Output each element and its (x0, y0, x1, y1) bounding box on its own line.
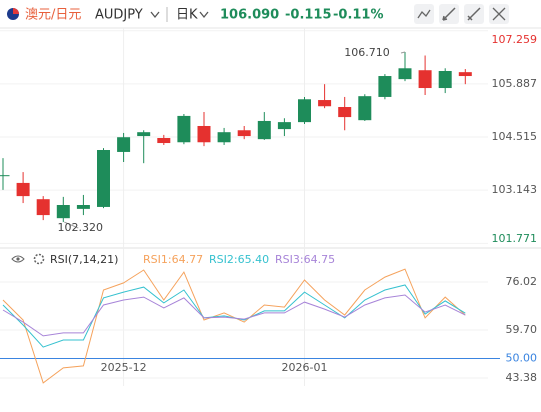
y-tick-label: 104.515 (492, 130, 538, 143)
candle-body (318, 100, 332, 107)
candle-body (157, 138, 171, 144)
y-tick-label: 101.771 (492, 232, 538, 245)
candle-body (458, 72, 472, 77)
candle-body (197, 125, 211, 143)
candle-body (257, 120, 271, 140)
y-tick-label: 43.38 (506, 371, 538, 384)
x-tick-label: 2026-01 (282, 361, 328, 374)
eye-icon[interactable] (11, 255, 25, 263)
candle-body (358, 96, 372, 121)
legend-entry: RSI3:64.75 (275, 253, 335, 266)
candle-body (298, 99, 311, 123)
symbol-dropdown[interactable] (150, 11, 160, 19)
y-tick-label: 59.70 (506, 323, 538, 336)
candle-body (0, 175, 10, 177)
annotation-leader (400, 51, 406, 54)
gear-icon[interactable] (33, 253, 45, 265)
tool-icon (467, 7, 481, 21)
period-dropdown[interactable] (199, 11, 209, 19)
tool-icon (442, 7, 456, 21)
flag-icon-part (13, 8, 19, 14)
annotation-leader (64, 221, 79, 229)
tool-icon (417, 9, 431, 19)
candle-body (36, 199, 50, 216)
rsi-line (2, 284, 466, 348)
rsi-header: RSI(7,14,21) (11, 253, 118, 266)
candle-body (398, 68, 412, 80)
period[interactable]: 日K (176, 8, 198, 23)
symbol[interactable]: AUDJPY (95, 8, 143, 23)
candle-body (56, 205, 70, 219)
candle-body (438, 70, 452, 89)
header: 澳元/日元 AUDJPY 日K 106.090 -0.115 -0.11% (0, 4, 541, 29)
x-tick-label: 2025-12 (101, 361, 147, 374)
candle-body (97, 150, 110, 207)
candle-body (418, 70, 432, 89)
candle-body (117, 137, 131, 152)
candle-body (177, 115, 191, 143)
toolbar (414, 4, 509, 24)
candle-body (378, 76, 392, 97)
candle-body (237, 130, 251, 137)
rsi-line (2, 268, 466, 384)
candle-body (16, 182, 30, 197)
change-pct: -0.11% (333, 8, 384, 23)
y-tick-label: 50.00 (506, 352, 538, 365)
annotation-label: 102.320 (58, 221, 104, 234)
price: 106.090 (220, 8, 279, 23)
candle-body (338, 107, 352, 118)
rsi-line (2, 294, 466, 337)
annotation-label: 106.710 (344, 46, 390, 59)
y-tick-label: 107.259 (492, 33, 538, 46)
change: -0.115 (285, 8, 332, 23)
candle-body (137, 132, 151, 137)
candle-body (217, 132, 231, 143)
indicator-title: RSI(7,14,21) (50, 253, 118, 266)
y-tick-label: 103.143 (492, 183, 538, 196)
symbol-name[interactable]: 澳元/日元 (25, 7, 81, 23)
y-tick-label: 76.02 (506, 275, 538, 288)
tool-icon (492, 7, 506, 21)
eye-icon-pupil (16, 257, 20, 261)
legend-entry: RSI2:65.40 (209, 253, 269, 266)
y-tick-label: 105.887 (492, 77, 538, 90)
candle-body (76, 205, 90, 209)
legend-entry: RSI1:64.77 (143, 253, 203, 266)
candle-body (277, 122, 291, 130)
